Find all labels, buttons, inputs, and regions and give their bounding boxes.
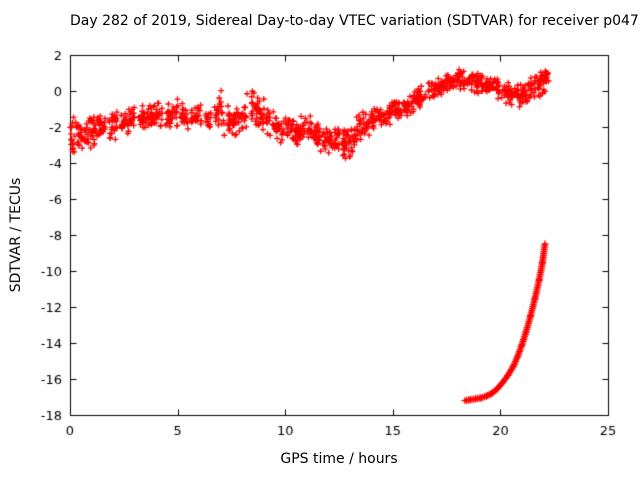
y-axis-label: SDTVAR / TECUs [8,177,24,293]
chart-title: Day 282 of 2019, Sidereal Day-to-day VTE… [70,13,639,29]
x-axis-label: GPS time / hours [280,451,398,467]
